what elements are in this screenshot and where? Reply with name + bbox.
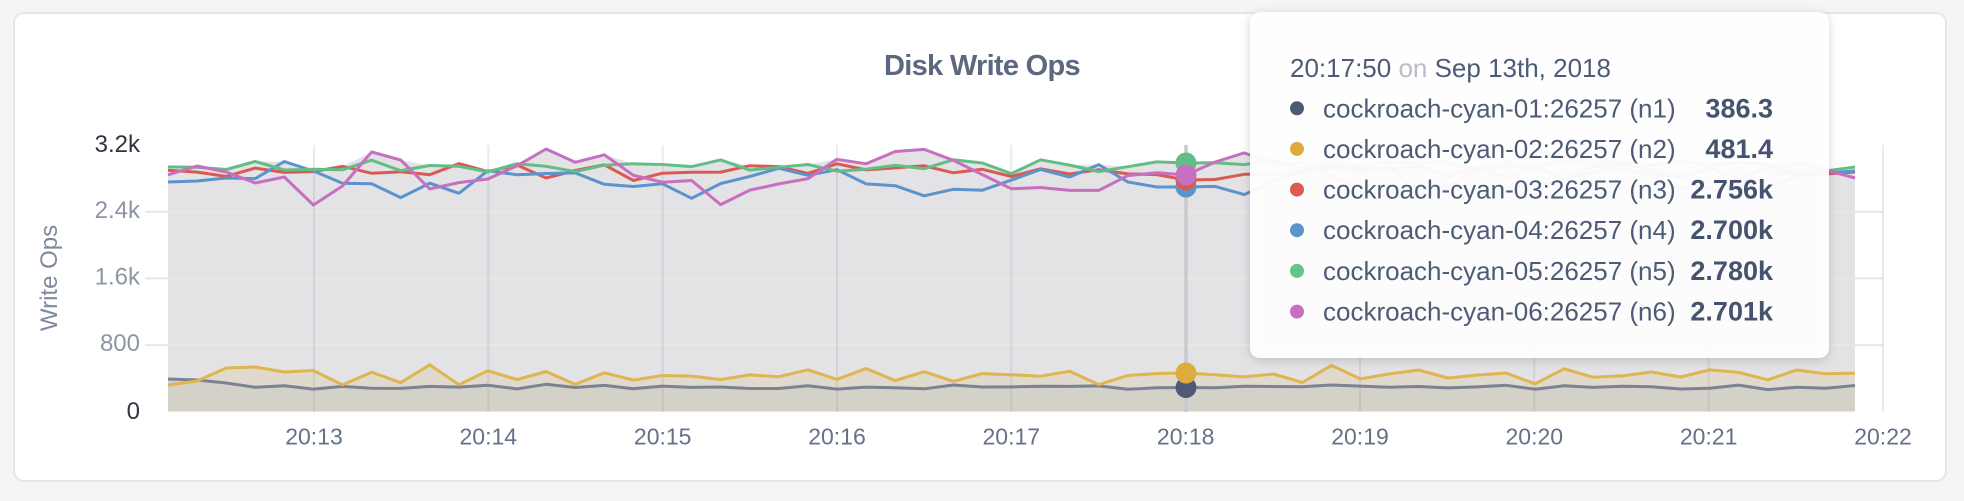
svg-text:cockroach-cyan-03:26257 (n3): cockroach-cyan-03:26257 (n3) bbox=[1323, 175, 1676, 205]
svg-text:Write Ops: Write Ops bbox=[36, 225, 63, 331]
svg-text:800: 800 bbox=[100, 330, 140, 357]
svg-text:20:22: 20:22 bbox=[1854, 424, 1912, 450]
svg-text:cockroach-cyan-02:26257 (n2): cockroach-cyan-02:26257 (n2) bbox=[1323, 134, 1676, 164]
svg-text:2.756k: 2.756k bbox=[1690, 175, 1774, 205]
svg-text:386.3: 386.3 bbox=[1705, 93, 1773, 123]
svg-text:cockroach-cyan-01:26257 (n1): cockroach-cyan-01:26257 (n1) bbox=[1323, 93, 1676, 123]
svg-text:20:17: 20:17 bbox=[983, 424, 1041, 450]
svg-text:20:20: 20:20 bbox=[1506, 424, 1564, 450]
svg-text:cockroach-cyan-05:26257 (n5): cockroach-cyan-05:26257 (n5) bbox=[1323, 256, 1676, 286]
svg-text:Disk Write Ops: Disk Write Ops bbox=[884, 50, 1080, 82]
svg-text:20:18: 20:18 bbox=[1157, 424, 1215, 450]
svg-text:20:19: 20:19 bbox=[1331, 424, 1389, 450]
svg-text:2.4k: 2.4k bbox=[95, 197, 141, 224]
svg-text:2.780k: 2.780k bbox=[1690, 256, 1774, 286]
svg-text:2.700k: 2.700k bbox=[1690, 215, 1774, 245]
svg-text:20:15: 20:15 bbox=[634, 424, 692, 450]
svg-text:20:16: 20:16 bbox=[808, 424, 866, 450]
svg-text:cockroach-cyan-06:26257 (n6): cockroach-cyan-06:26257 (n6) bbox=[1323, 297, 1676, 327]
svg-text:3.2k: 3.2k bbox=[95, 131, 141, 158]
svg-text:20:13: 20:13 bbox=[285, 424, 343, 450]
svg-text:cockroach-cyan-04:26257 (n4): cockroach-cyan-04:26257 (n4) bbox=[1323, 215, 1676, 245]
svg-text:20:14: 20:14 bbox=[460, 424, 518, 450]
svg-text:1.6k: 1.6k bbox=[95, 264, 141, 291]
svg-text:20:17:50 on Sep 13th, 2018: 20:17:50 on Sep 13th, 2018 bbox=[1290, 53, 1611, 83]
svg-text:481.4: 481.4 bbox=[1705, 134, 1773, 164]
svg-text:0: 0 bbox=[127, 398, 140, 425]
svg-text:2.701k: 2.701k bbox=[1690, 297, 1774, 327]
svg-text:20:21: 20:21 bbox=[1680, 424, 1738, 450]
